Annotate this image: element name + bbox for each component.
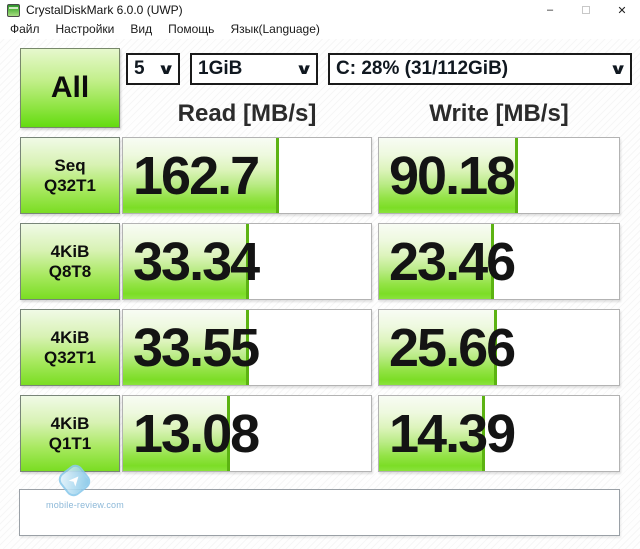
minimize-button[interactable]: – xyxy=(546,4,554,16)
maximize-button[interactable] xyxy=(568,0,604,20)
read-column-header: Read [MB/s] xyxy=(177,100,317,127)
read-value: 33.34 xyxy=(133,231,260,292)
window-title: CrystalDiskMark 6.0.0 (UWP) xyxy=(26,3,183,17)
all-test-button[interactable]: All xyxy=(20,48,120,128)
title-bar: CrystalDiskMark 6.0.0 (UWP) – ✕ xyxy=(0,0,640,20)
row-label-line2: Q8T8 xyxy=(48,261,92,281)
write-value: 14.39 xyxy=(389,403,516,464)
row-label-line1: 4KiB xyxy=(50,241,90,261)
write-value: 90.18 xyxy=(389,145,516,206)
comment-input[interactable] xyxy=(19,489,620,536)
maximize-icon xyxy=(582,6,590,14)
result-bar xyxy=(379,224,495,299)
result-bar xyxy=(123,396,230,471)
menu-help[interactable]: Помощь xyxy=(168,22,215,36)
drive-value: C: 28% (31/112GiB) xyxy=(336,58,509,79)
4kib-q32t1-write-cell: 25.66 xyxy=(378,309,620,386)
result-bar xyxy=(379,310,497,385)
4kib-q32t1-read-cell: 33.55 xyxy=(122,309,372,386)
4kib-q1t1-read-cell: 13.08 xyxy=(122,395,372,472)
row-label-line2: Q32T1 xyxy=(44,347,96,367)
4kib-q1t1-write-cell: 14.39 xyxy=(378,395,620,472)
result-bar xyxy=(123,224,250,299)
drive-select[interactable]: C: 28% (31/112GiB) ∨ xyxy=(328,53,632,85)
menu-settings[interactable]: Настройки xyxy=(55,22,115,36)
chevron-down-icon: ∨ xyxy=(156,60,176,78)
app-icon xyxy=(7,3,20,17)
test-size-value: 1GiB xyxy=(198,58,243,79)
result-bar xyxy=(123,138,280,213)
watermark-text: mobile-review.com xyxy=(46,500,124,510)
menu-file[interactable]: Файл xyxy=(10,22,40,36)
row-label-line1: 4KiB xyxy=(50,413,90,433)
row-label-line2: Q1T1 xyxy=(48,433,92,453)
seq-q32t1-write-cell: 90.18 xyxy=(378,137,620,214)
read-value: 33.55 xyxy=(133,317,260,378)
4kib-q32t1-button[interactable]: 4KiB Q32T1 xyxy=(20,309,120,386)
result-bar xyxy=(123,310,250,385)
row-label-line1: Seq xyxy=(54,155,86,175)
menu-view[interactable]: Вид xyxy=(130,22,153,36)
write-value: 25.66 xyxy=(389,317,516,378)
test-size-select[interactable]: 1GiB ∨ xyxy=(190,53,318,85)
menu-bar: Файл Настройки Вид Помощь Язык(Language) xyxy=(0,20,640,39)
close-button[interactable]: ✕ xyxy=(617,4,627,17)
paper-plane-icon: ➤ xyxy=(64,470,84,490)
result-bar xyxy=(379,396,485,471)
test-count-value: 5 xyxy=(134,58,145,79)
test-count-select[interactable]: 5 ∨ xyxy=(126,53,180,85)
read-value: 13.08 xyxy=(133,403,260,464)
result-bar xyxy=(379,138,519,213)
seq-q32t1-button[interactable]: Seq Q32T1 xyxy=(20,137,120,214)
write-column-header: Write [MB/s] xyxy=(429,100,569,127)
4kib-q1t1-button[interactable]: 4KiB Q1T1 xyxy=(20,395,120,472)
read-value: 162.7 xyxy=(133,145,260,206)
4kib-q8t8-read-cell: 33.34 xyxy=(122,223,372,300)
row-label-line2: Q32T1 xyxy=(44,175,96,195)
chevron-down-icon: ∨ xyxy=(608,60,628,78)
4kib-q8t8-button[interactable]: 4KiB Q8T8 xyxy=(20,223,120,300)
menu-language[interactable]: Язык(Language) xyxy=(230,22,320,36)
4kib-q8t8-write-cell: 23.46 xyxy=(378,223,620,300)
row-label-line1: 4KiB xyxy=(50,327,90,347)
seq-q32t1-read-cell: 162.7 xyxy=(122,137,372,214)
chevron-down-icon: ∨ xyxy=(294,60,314,78)
write-value: 23.46 xyxy=(389,231,516,292)
